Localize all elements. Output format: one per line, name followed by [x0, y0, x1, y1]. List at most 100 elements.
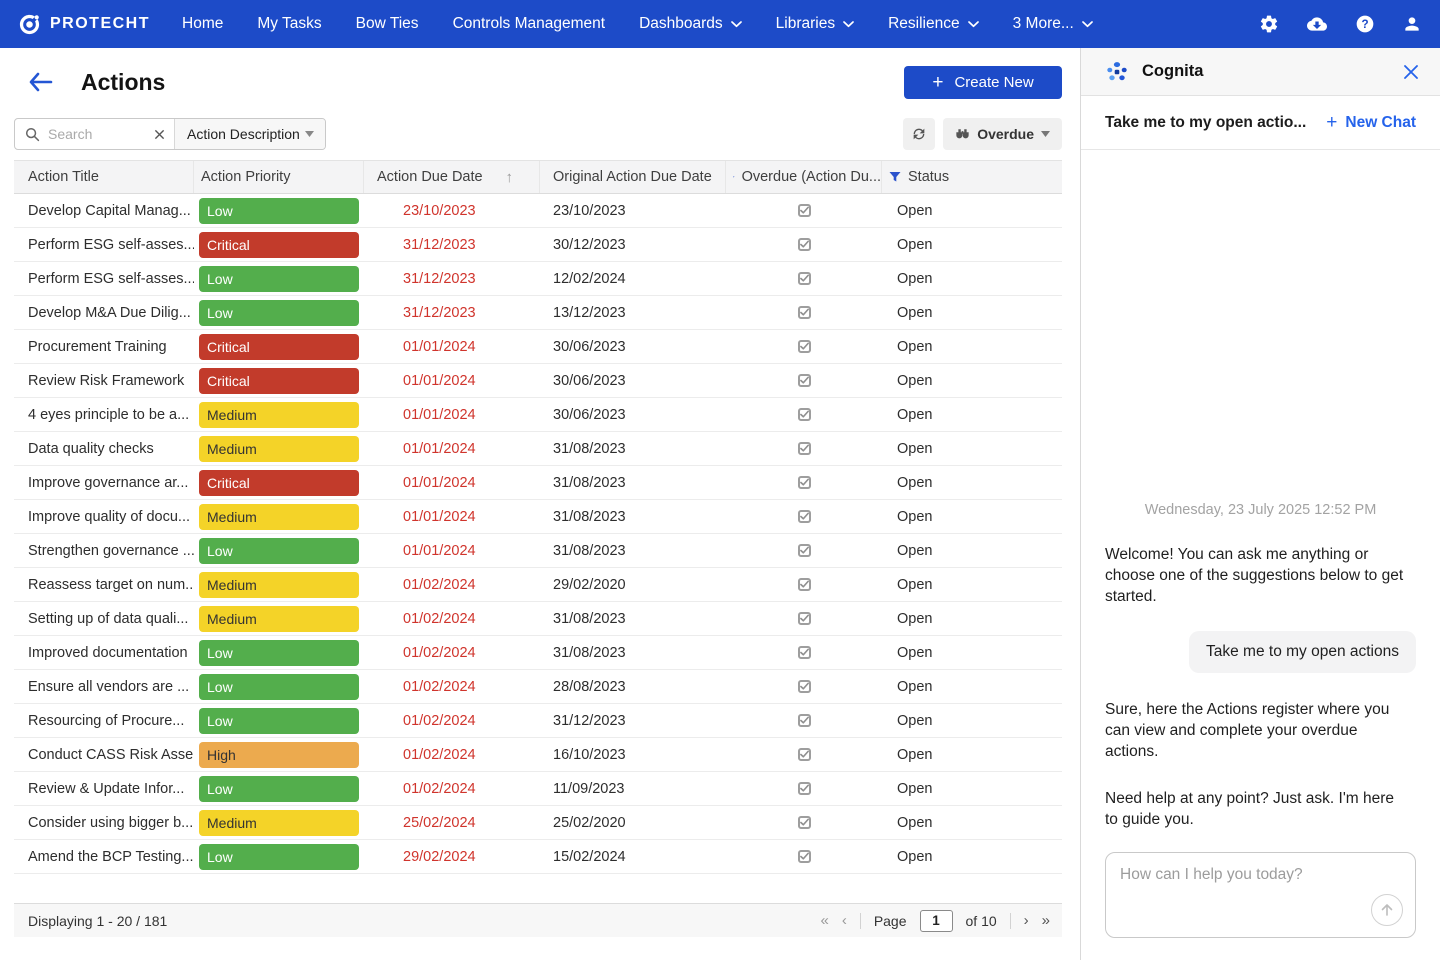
- table-row[interactable]: Perform ESG self-asses... Low 31/12/2023 12…: [14, 262, 1062, 296]
- action-due-date-cell: 23/10/2023: [403, 202, 476, 219]
- action-due-date-cell: 01/01/2024: [403, 338, 476, 355]
- table-row[interactable]: Strengthen governance ... Low 01/01/2024 31…: [14, 534, 1062, 568]
- table-row[interactable]: Setting up of data quali... Medium 01/02/2…: [14, 602, 1062, 636]
- table-row[interactable]: Review Risk Framework Critical 01/01/2024 3…: [14, 364, 1062, 398]
- sort-ascending-icon[interactable]: ↑: [505, 168, 514, 186]
- overdue-checkbox[interactable]: [797, 680, 811, 693]
- overdue-checkbox[interactable]: [797, 714, 811, 727]
- priority-badge: Low: [199, 707, 359, 734]
- send-button[interactable]: [1371, 894, 1403, 926]
- table-row[interactable]: Improve governance ar... Critical 01/01/20…: [14, 466, 1062, 500]
- chat-input-container: [1105, 852, 1416, 938]
- table-row[interactable]: Review & Update Infor... Low 01/02/2024 11/…: [14, 772, 1062, 806]
- priority-badge: Low: [199, 775, 359, 802]
- action-priority-cell: Medium: [194, 809, 364, 836]
- overdue-checkbox[interactable]: [797, 306, 811, 319]
- nav-item-bow-ties[interactable]: Bow Ties: [355, 15, 419, 32]
- overdue-checkbox[interactable]: [797, 238, 811, 251]
- overdue-checkbox[interactable]: [797, 442, 811, 455]
- column-header-action-title[interactable]: Action Title: [14, 161, 194, 193]
- nav-item-libraries[interactable]: Libraries: [776, 15, 854, 33]
- overdue-checkbox[interactable]: [797, 510, 811, 523]
- table-row[interactable]: Ensure all vendors are ... Low 01/02/2024 2…: [14, 670, 1062, 704]
- table-row[interactable]: Amend the BCP Testing... Low 29/02/2024 15/…: [14, 840, 1062, 874]
- help-icon[interactable]: ?: [1355, 14, 1375, 34]
- column-header-overdue[interactable]: Overdue (Action Du...: [726, 161, 882, 193]
- close-icon[interactable]: [1404, 64, 1418, 79]
- table-row[interactable]: Reassess target on num... Medium 01/02/202…: [14, 568, 1062, 602]
- first-page-button[interactable]: «: [820, 912, 829, 929]
- overdue-cell: [726, 510, 882, 523]
- chat-timestamp: Wednesday, 23 July 2025 12:52 PM: [1144, 502, 1377, 518]
- nav-item-resilience[interactable]: Resilience: [888, 15, 979, 33]
- create-new-button[interactable]: + Create New: [904, 65, 1062, 99]
- saved-view-dropdown[interactable]: Overdue: [943, 118, 1062, 150]
- last-page-button[interactable]: »: [1041, 912, 1050, 929]
- overdue-checkbox[interactable]: [797, 476, 811, 489]
- overdue-checkbox[interactable]: [797, 578, 811, 591]
- protecht-logo[interactable]: PROTECHT: [18, 13, 150, 36]
- clear-search-icon[interactable]: [150, 129, 174, 140]
- back-arrow-icon[interactable]: [28, 72, 54, 92]
- table-row[interactable]: 4 eyes principle to be a... Medium 01/01/2…: [14, 398, 1062, 432]
- nav-item-home[interactable]: Home: [182, 15, 224, 32]
- overdue-checkbox[interactable]: [797, 408, 811, 421]
- priority-badge: Medium: [199, 605, 359, 632]
- original-due-date-cell: 13/12/2023: [553, 304, 626, 321]
- table-row[interactable]: Data quality checks Medium 01/01/2024 31/08…: [14, 432, 1062, 466]
- table-row[interactable]: Procurement Training Critical 01/01/2024 30…: [14, 330, 1062, 364]
- table-row[interactable]: Improve quality of docu... Medium 01/01/20…: [14, 500, 1062, 534]
- status-cell: Open: [897, 406, 933, 423]
- prev-page-button[interactable]: ‹: [841, 912, 847, 929]
- column-header-action-due-date[interactable]: Action Due Date ↑: [364, 161, 540, 193]
- page-total: of 10: [965, 912, 997, 929]
- suggestion-chip[interactable]: Take me to my open actions: [1189, 631, 1416, 673]
- priority-badge: Critical: [199, 469, 359, 496]
- new-chat-button[interactable]: + New Chat: [1326, 112, 1416, 133]
- chat-input[interactable]: [1106, 853, 1415, 937]
- nav-item-controls-management[interactable]: Controls Management: [452, 15, 606, 32]
- overdue-checkbox[interactable]: [797, 782, 811, 795]
- chevron-down-icon: [305, 131, 314, 137]
- settings-icon[interactable]: [1259, 14, 1279, 34]
- search-input[interactable]: [40, 126, 150, 142]
- actions-register: Actions + Create New Action Description: [0, 48, 1080, 960]
- check-icon: [799, 206, 809, 214]
- page-number-input[interactable]: [919, 909, 953, 932]
- action-priority-cell: Low: [194, 537, 364, 564]
- overdue-checkbox[interactable]: [797, 816, 811, 829]
- table-row[interactable]: Consider using bigger b... Medium 25/02/20…: [14, 806, 1062, 840]
- overdue-checkbox[interactable]: [797, 272, 811, 285]
- next-page-button[interactable]: ›: [1023, 912, 1029, 929]
- nav-item-3-more[interactable]: 3 More...: [1013, 15, 1093, 33]
- cloud-download-icon[interactable]: [1306, 14, 1328, 34]
- overdue-checkbox[interactable]: [797, 850, 811, 863]
- refresh-button[interactable]: [903, 118, 936, 150]
- table-row[interactable]: Develop M&A Due Dilig... Low 31/12/2023 13/…: [14, 296, 1062, 330]
- overdue-checkbox[interactable]: [797, 748, 811, 761]
- search-field-dropdown[interactable]: Action Description: [174, 119, 325, 149]
- overdue-checkbox[interactable]: [797, 612, 811, 625]
- filter-icon: [733, 176, 735, 178]
- overdue-checkbox[interactable]: [797, 646, 811, 659]
- action-priority-cell: Critical: [194, 367, 364, 394]
- action-priority-cell: Low: [194, 197, 364, 224]
- nav-item-dashboards[interactable]: Dashboards: [639, 15, 742, 33]
- overdue-checkbox[interactable]: [797, 544, 811, 557]
- table-row[interactable]: Conduct CASS Risk Asse... High 01/02/2024 1…: [14, 738, 1062, 772]
- user-icon[interactable]: [1402, 14, 1422, 34]
- action-title-cell: Amend the BCP Testing...: [28, 848, 194, 865]
- nav-item-my-tasks[interactable]: My Tasks: [257, 15, 322, 32]
- table-row[interactable]: Develop Capital Manag... Low 23/10/2023 23/…: [14, 194, 1062, 228]
- column-header-original-due-date[interactable]: Original Action Due Date: [540, 161, 726, 193]
- overdue-checkbox[interactable]: [797, 374, 811, 387]
- overdue-checkbox[interactable]: [797, 340, 811, 353]
- overdue-checkbox[interactable]: [797, 204, 811, 217]
- action-title-cell: 4 eyes principle to be a...: [28, 406, 190, 423]
- column-header-status[interactable]: Status: [882, 161, 1062, 193]
- column-header-action-priority[interactable]: Action Priority: [194, 161, 364, 193]
- table-row[interactable]: Improved documentation Low 01/02/2024 31/08…: [14, 636, 1062, 670]
- table-row[interactable]: Perform ESG self-asses... Critical 31/12/2…: [14, 228, 1062, 262]
- table-row[interactable]: Resourcing of Procure... Low 01/02/2024 31/…: [14, 704, 1062, 738]
- action-priority-cell: Low: [194, 843, 364, 870]
